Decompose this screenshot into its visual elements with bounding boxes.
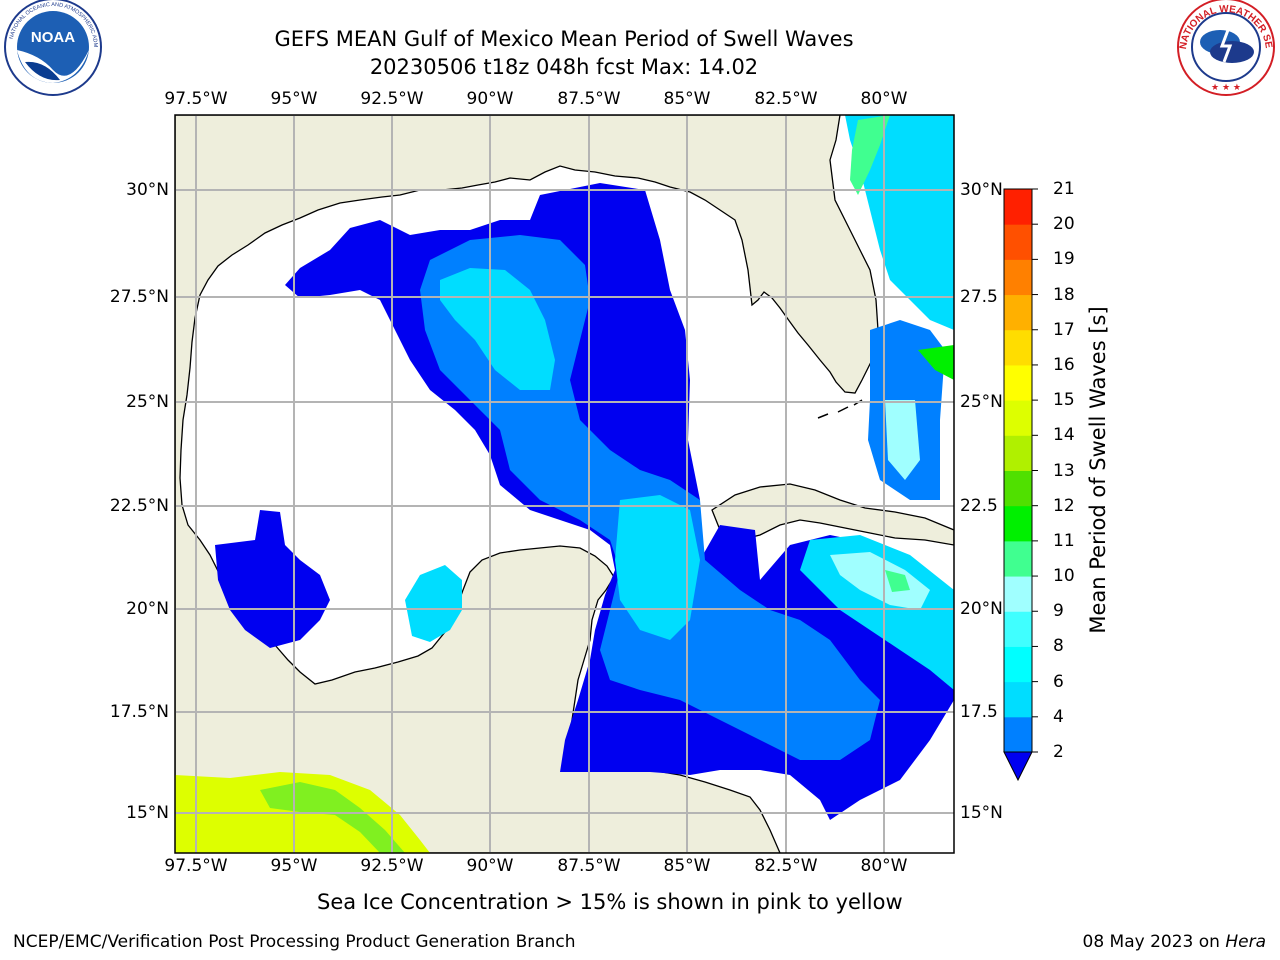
- chart-title: GEFS MEAN Gulf of Mexico Mean Period of …: [274, 27, 854, 51]
- lon-tick-bottom: 92.5°W: [360, 856, 424, 876]
- colorbar-label: 14: [1053, 425, 1075, 446]
- colorbar-label: 21: [1053, 179, 1075, 199]
- swell-region-atlantic-c: [885, 400, 920, 480]
- chart-subtitle: 20230506 t18z 048h fcst Max: 14.02: [369, 55, 759, 79]
- lon-tick-top: 87.5°W: [557, 89, 621, 109]
- colorbar-band: [1004, 259, 1032, 296]
- colorbar-band: [1004, 364, 1032, 401]
- footer-date: 08 May 2023 on Hera: [1082, 932, 1267, 952]
- lon-tick-top: 80°W: [860, 89, 908, 109]
- lon-tick-bottom: 80°W: [860, 856, 908, 876]
- sea-ice-footnote: Sea Ice Concentration > 15% is shown in …: [317, 890, 903, 914]
- colorbar-band: [1004, 329, 1032, 366]
- colorbar-label: 6: [1053, 671, 1064, 692]
- lon-tick-top: 95°W: [270, 89, 318, 109]
- lat-tick-right: 17.5: [960, 702, 998, 722]
- lat-tick-right: 22.5: [960, 496, 998, 516]
- colorbar-label: 8: [1053, 636, 1064, 657]
- colorbar-band: [1004, 611, 1032, 647]
- colorbar-band: [1004, 435, 1032, 471]
- lat-tick-left: 15°N: [126, 803, 169, 823]
- lon-tick-top: 97.5°W: [164, 89, 228, 109]
- lon-tick-top: 90°W: [466, 89, 514, 109]
- swell-region-west: [215, 510, 330, 648]
- colorbar-band: [1004, 224, 1032, 260]
- colorbar-band: [1004, 716, 1032, 753]
- colorbar-band: [1004, 681, 1032, 718]
- swell-region-green-2: [918, 345, 954, 380]
- colorbar-band: [1004, 576, 1032, 612]
- swell-region-atlantic: [845, 115, 954, 330]
- colorbar-band: [1004, 540, 1032, 577]
- colorbar-label: 11: [1053, 530, 1075, 551]
- colorbar-label: 9: [1053, 601, 1064, 622]
- colorbar-band: [1004, 400, 1032, 436]
- colorbar-label: 10: [1053, 566, 1075, 587]
- lat-tick-right: 15°N: [960, 803, 1003, 823]
- swell-region-pacific-green: [260, 782, 405, 853]
- map-frame: [174, 114, 955, 854]
- colorbar-band: [1004, 646, 1032, 683]
- national-weather-service-logo: NATIONAL WEATHER SERVICE ★ ★ ★: [1168, 0, 1275, 96]
- lat-tick-right: 27.5: [960, 287, 998, 307]
- swell-region-6s-b: [615, 495, 700, 640]
- svg-text:NOAA: NOAA: [31, 29, 75, 46]
- map-gridlines: [175, 115, 954, 853]
- lon-tick-bottom: 85°W: [663, 856, 711, 876]
- colorbar-label: 20: [1053, 214, 1075, 235]
- colorbar-band: [1004, 470, 1032, 507]
- noaa-logo: NOAA NATIONAL OCEANIC AND ATMOSPHERIC AD…: [0, 0, 102, 96]
- lat-tick-left: 17.5°N: [109, 702, 169, 722]
- lat-tick-right: 20°N: [960, 599, 1003, 619]
- colorbar-label: 19: [1053, 249, 1075, 270]
- footer-credit: NCEP/EMC/Verification Post Processing Pr…: [13, 932, 576, 952]
- lon-tick-bottom: 90°W: [466, 856, 514, 876]
- swell-region-green-3: [885, 570, 910, 592]
- colorbar-label: 15: [1053, 390, 1075, 411]
- lon-tick-bottom: 97.5°W: [164, 856, 228, 876]
- swell-region-8s: [830, 552, 930, 610]
- colorbar: [1003, 188, 1038, 782]
- svg-text:★ ★ ★: ★ ★ ★: [1211, 83, 1241, 93]
- colorbar-label: 4: [1053, 706, 1064, 727]
- lon-tick-bottom: 87.5°W: [557, 856, 621, 876]
- swell-region-bay: [405, 565, 462, 642]
- colorbar-band: [1004, 189, 1032, 225]
- lon-tick-bottom: 95°W: [270, 856, 318, 876]
- colorbar-label: 18: [1053, 284, 1075, 305]
- colorbar-band: [1004, 505, 1032, 542]
- colorbar-label: 13: [1053, 460, 1075, 481]
- land-cuba: [711, 483, 954, 546]
- swell-region-6s-c: [800, 535, 954, 690]
- swell-region-green-1: [850, 115, 890, 195]
- colorbar-label: 16: [1053, 354, 1075, 375]
- lon-tick-top: 82.5°W: [754, 89, 818, 109]
- footer-machine: Hera: [1225, 932, 1266, 952]
- lat-tick-left: 20°N: [126, 599, 169, 619]
- colorbar-label: 12: [1053, 495, 1075, 516]
- lat-tick-right: 25°N: [960, 392, 1003, 412]
- lon-tick-bottom: 82.5°W: [754, 856, 818, 876]
- colorbar-label: 17: [1053, 319, 1075, 340]
- lon-tick-top: 92.5°W: [360, 89, 424, 109]
- colorbar-title: Mean Period of Swell Waves [s]: [1086, 306, 1110, 634]
- lon-tick-top: 85°W: [663, 89, 711, 109]
- lat-tick-left: 27.5°N: [109, 287, 169, 307]
- lat-tick-right: 30°N: [960, 180, 1003, 200]
- lat-tick-left: 22.5°N: [109, 496, 169, 516]
- colorbar-band: [1004, 294, 1032, 331]
- colorbar-label: 2: [1053, 742, 1064, 762]
- swell-region-6s: [440, 268, 555, 390]
- lat-tick-left: 30°N: [126, 180, 169, 200]
- colorbar-extend-min: [1003, 751, 1033, 782]
- lat-tick-left: 25°N: [126, 392, 169, 412]
